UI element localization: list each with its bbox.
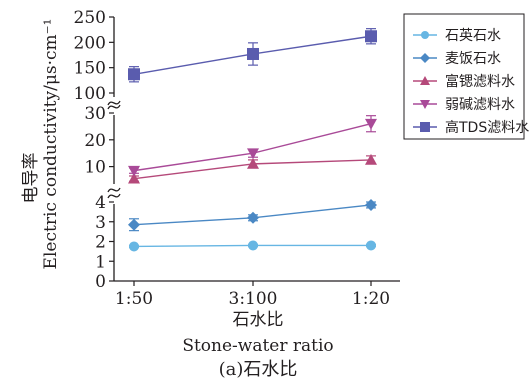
figure-caption: (a)石水比 bbox=[219, 359, 298, 380]
y-tick-label: 30 bbox=[84, 104, 106, 124]
legend-label: 高TDS滤料水 bbox=[445, 119, 529, 136]
y-tick-label: 10 bbox=[84, 158, 106, 178]
x-tick-label: 1:20 bbox=[352, 289, 390, 309]
data-point bbox=[365, 30, 377, 43]
data-point bbox=[247, 157, 259, 169]
data-point bbox=[247, 47, 259, 60]
data-point bbox=[366, 240, 376, 251]
x-tick-label: 3:100 bbox=[229, 289, 278, 309]
data-point bbox=[128, 218, 140, 231]
x-axis-label-en: Stone-water ratio bbox=[182, 336, 333, 356]
y-tick-label: 250 bbox=[74, 8, 106, 28]
data-point bbox=[129, 241, 139, 252]
data-point bbox=[248, 240, 258, 251]
y-tick-label: 200 bbox=[74, 33, 106, 53]
y-tick-label: 4 bbox=[95, 193, 106, 213]
axis-break-mark bbox=[107, 104, 121, 110]
legend-marker bbox=[420, 76, 430, 85]
data-point bbox=[128, 68, 140, 81]
series-circle bbox=[129, 240, 376, 252]
series-diamond bbox=[128, 198, 377, 232]
y-tick-label: 20 bbox=[84, 131, 106, 151]
legend-label: 石英石水 bbox=[445, 27, 501, 44]
data-point bbox=[128, 172, 140, 184]
axis-break-mark bbox=[107, 100, 121, 106]
data-point bbox=[365, 198, 377, 211]
legend-label: 麦饭石水 bbox=[445, 51, 501, 67]
data-point bbox=[365, 153, 377, 165]
legend-marker bbox=[420, 53, 430, 63]
y-tick-label: 2 bbox=[95, 233, 106, 253]
legend-marker bbox=[420, 122, 430, 132]
y-tick-label: 150 bbox=[74, 59, 106, 79]
x-tick-label: 1:50 bbox=[115, 289, 153, 309]
series-triangle-down bbox=[128, 115, 377, 177]
series-triangle-up bbox=[128, 153, 377, 184]
legend-label: 富锶滤料水 bbox=[445, 73, 515, 90]
x-axis-label-cn: 石水比 bbox=[233, 310, 284, 330]
data-point bbox=[247, 148, 259, 160]
data-point bbox=[247, 211, 259, 224]
data-point bbox=[128, 165, 140, 177]
axis-break-mark bbox=[107, 187, 121, 193]
y-tick-label: 100 bbox=[74, 84, 106, 104]
axis-break-mark bbox=[107, 193, 121, 199]
y-axis-label-cn: 电导率 bbox=[21, 153, 41, 204]
y-tick-label: 0 bbox=[95, 272, 106, 292]
series-layer bbox=[128, 28, 377, 252]
data-point bbox=[365, 118, 377, 130]
legend-marker bbox=[421, 31, 429, 39]
axes bbox=[107, 17, 400, 282]
legend-marker bbox=[420, 100, 430, 109]
y-axis-label-en: Electric conductivity/μs·cm⁻¹ bbox=[41, 19, 61, 270]
legend-label: 弱碱滤料水 bbox=[445, 97, 515, 113]
x-ticks: 1:50 3:100 1:20 bbox=[115, 281, 390, 309]
series-square bbox=[128, 28, 377, 83]
y-tick-label: 1 bbox=[95, 252, 106, 272]
y-tick-label: 3 bbox=[95, 213, 106, 233]
